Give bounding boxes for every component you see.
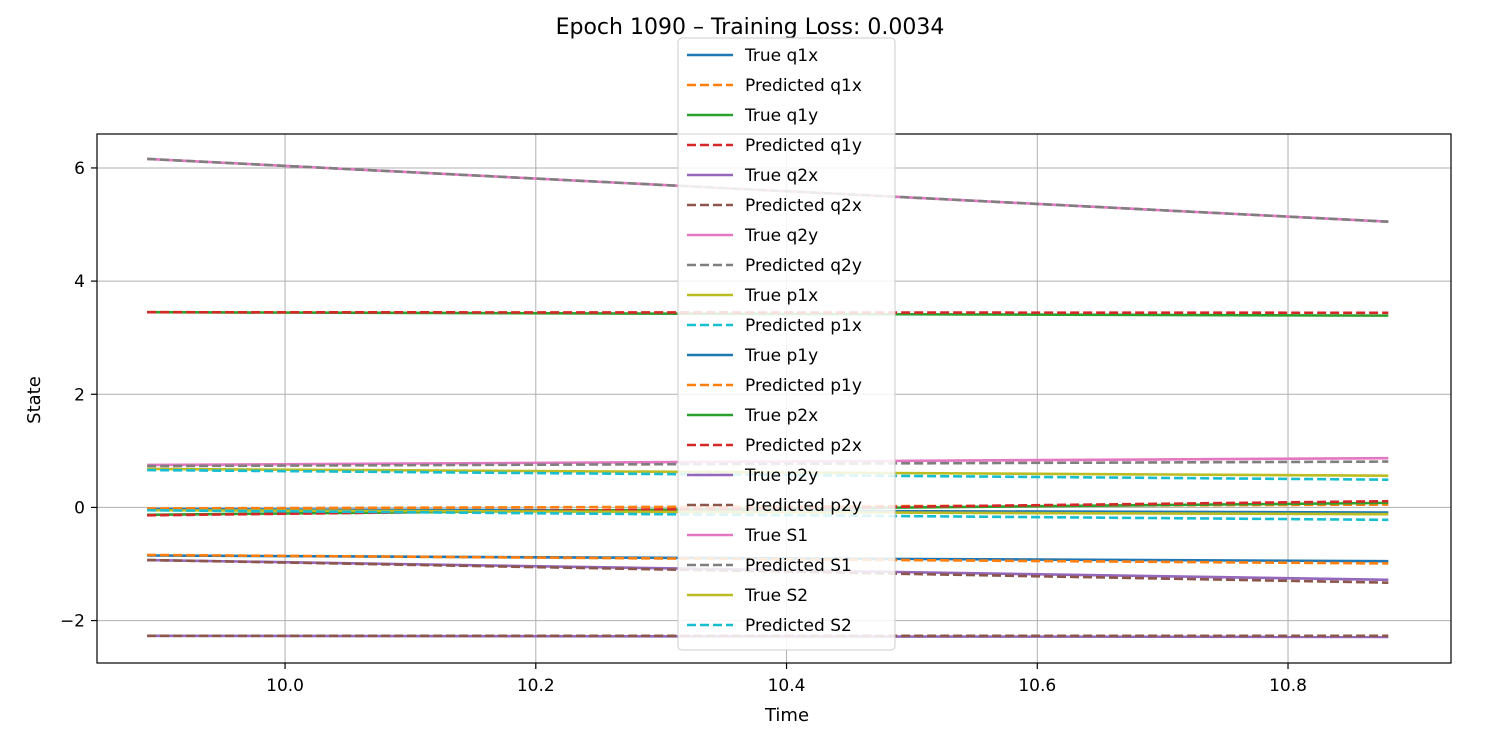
x-tick-label: 10.8 — [1269, 676, 1307, 696]
legend-label: Predicted p1y — [745, 376, 862, 396]
legend-box — [677, 37, 896, 651]
series-line-predicted-q1y — [147, 310, 1389, 315]
legend-label: True p1y — [744, 346, 818, 366]
x-axis-ticks: 10.0 10.2 10.4 10.6 10.8 — [266, 663, 1307, 696]
series-line-predicted-p2x — [147, 499, 1389, 517]
chart-title: Epoch 1090 – Training Loss: 0.0034 — [556, 15, 945, 40]
legend-label: Predicted p2y — [745, 496, 862, 516]
y-tick-label: −2 — [60, 612, 85, 632]
legend-label: Predicted q1y — [745, 136, 862, 156]
x-tick-label: 10.4 — [768, 676, 806, 696]
x-tick-label: 10.6 — [1018, 676, 1056, 696]
legend-label: Predicted q2y — [745, 256, 862, 276]
legend-label: True q1y — [744, 106, 818, 126]
y-tick-label: 4 — [74, 272, 85, 292]
y-tick-label: 2 — [74, 385, 85, 405]
legend-label: Predicted S2 — [745, 616, 852, 636]
legend-label: True p2x — [744, 406, 818, 426]
y-tick-label: 6 — [74, 159, 85, 179]
legend-label: Predicted q2x — [745, 196, 862, 216]
x-tick-label: 10.0 — [266, 676, 304, 696]
x-axis-label: Time — [764, 705, 809, 726]
series-line-predicted-s1 — [147, 460, 1389, 468]
series-line-predicted-q2x — [147, 558, 1389, 584]
y-tick-label: 0 — [74, 498, 85, 518]
legend-label: True p2y — [744, 466, 818, 486]
series-line-predicted-q2y — [147, 157, 1389, 223]
legend-label: True q2y — [744, 226, 818, 246]
legend-label: True p1x — [744, 286, 818, 306]
legend-label: True S1 — [744, 526, 808, 546]
legend-label: True S2 — [744, 586, 808, 606]
series-line-predicted-p1x — [147, 468, 1389, 481]
legend-label: Predicted p2x — [745, 436, 862, 456]
legend-label: Predicted q1x — [745, 76, 862, 96]
y-axis-ticks: −2 0 2 4 6 — [60, 159, 97, 632]
series-line-predicted-q1x — [147, 553, 1389, 565]
legend: True q1x Predicted q1x True q1y Predicted q… — [677, 37, 896, 651]
y-axis-label: State — [24, 376, 45, 424]
legend-label: True q2x — [744, 166, 818, 186]
legend-label: Predicted p1x — [745, 316, 862, 336]
legend-label: True q1x — [744, 46, 818, 66]
x-tick-label: 10.2 — [517, 676, 555, 696]
legend-label: Predicted S1 — [745, 556, 852, 576]
series-line-predicted-s2 — [147, 508, 1389, 522]
